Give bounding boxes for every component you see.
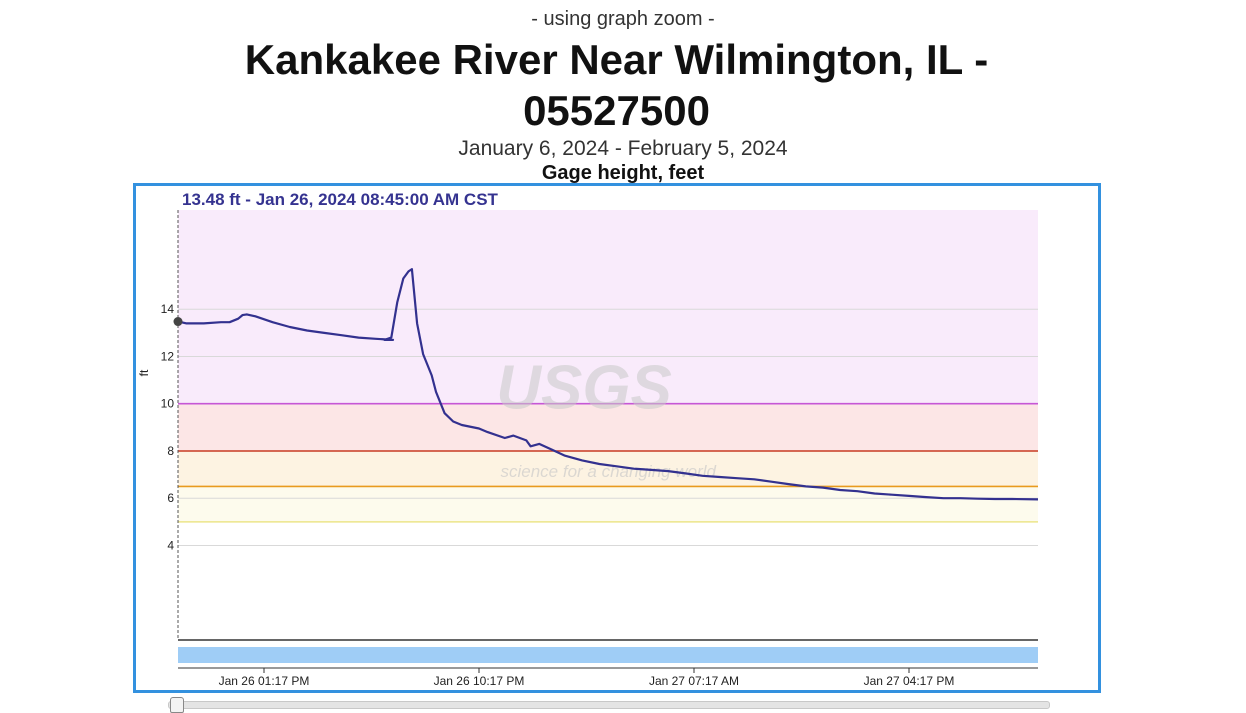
hover-point bbox=[173, 317, 183, 327]
threshold-band-red bbox=[178, 403, 1038, 451]
y-tick-label: 10 bbox=[161, 397, 175, 411]
threshold-band-yellow bbox=[178, 486, 1038, 522]
usgs-watermark-tagline: science for a changing world bbox=[501, 462, 717, 481]
y-tick-label: 12 bbox=[161, 349, 175, 363]
y-tick-label: 6 bbox=[167, 491, 174, 505]
threshold-band-orange bbox=[178, 450, 1038, 487]
navigator-bar bbox=[178, 647, 1038, 663]
range-scrollbar[interactable] bbox=[168, 701, 1050, 709]
chart-container[interactable]: USGS science for a changing world 4 6 8 10 12 1… bbox=[133, 183, 1101, 693]
threshold-band-purple bbox=[178, 210, 1038, 404]
usgs-watermark: USGS bbox=[496, 353, 672, 422]
chart-plot[interactable]: USGS science for a changing world 4 6 8 10 12 1… bbox=[136, 186, 1098, 690]
y-tick-label: 14 bbox=[161, 302, 175, 316]
x-tick-label: Jan 27 04:17 PM bbox=[864, 674, 955, 688]
parameter-label: Gage height, feet bbox=[541, 162, 705, 184]
page-title: Kankakee River Near Wilmington, IL - 055… bbox=[244, 36, 989, 134]
x-tick-label: Jan 27 07:17 AM bbox=[649, 674, 739, 688]
range-scroll-handle[interactable] bbox=[170, 697, 184, 713]
x-tick-label: Jan 26 10:17 PM bbox=[434, 674, 525, 688]
hover-readout: 13.48 ft - Jan 26, 2024 08:45:00 AM CST bbox=[182, 190, 498, 209]
zoom-note: - using graph zoom - bbox=[531, 8, 715, 30]
y-tick-label: 8 bbox=[167, 444, 174, 458]
y-axis-label: ft bbox=[137, 369, 151, 376]
date-range: January 6, 2024 - February 5, 2024 bbox=[458, 137, 788, 160]
y-tick-label: 4 bbox=[167, 538, 174, 552]
x-tick-label: Jan 26 01:17 PM bbox=[219, 674, 310, 688]
series-line bbox=[177, 268, 1039, 501]
